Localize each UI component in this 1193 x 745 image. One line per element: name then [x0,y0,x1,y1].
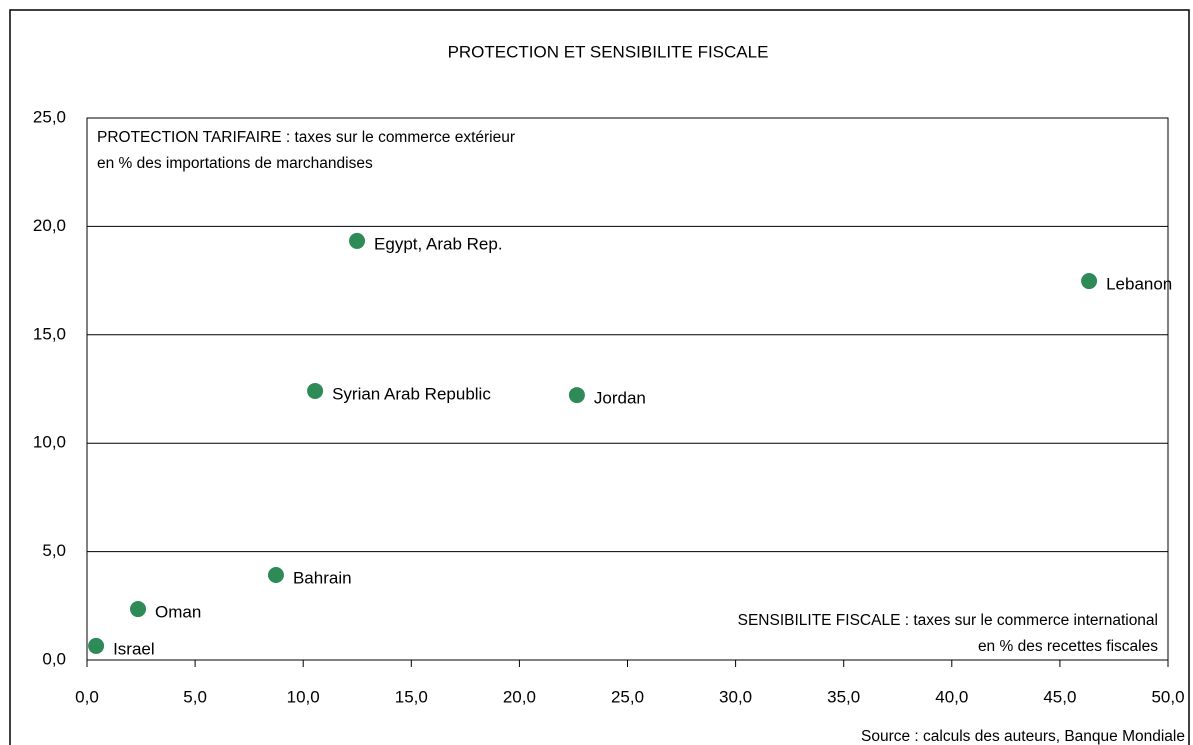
y-tick-label: 20,0 [33,216,66,235]
point [130,601,147,618]
point [267,567,284,584]
source: Source : calculs des auteurs, Banque Mon… [861,728,1185,745]
frame [9,9,1190,745]
y-tick-label: 25,0 [33,107,66,126]
point-label: Syrian Arab Republic [332,384,491,403]
y-tick-label: 15,0 [33,324,66,343]
x-tick-label: 35,0 [827,687,860,706]
point-label: Jordan [594,389,646,408]
x-axis-label: SENSIBILITE FISCALE : taxes sur le comme… [738,612,1158,629]
x-tick-label: 45,0 [1043,687,1076,706]
x-tick-label: 40,0 [935,687,968,706]
point [88,637,105,654]
x-tick-label: 25,0 [611,687,644,706]
x-tick-label: 20,0 [503,687,536,706]
x-tick-label: 50,0 [1151,687,1184,706]
x-axis-label: en % des recettes fiscales [978,638,1158,655]
point [349,232,366,249]
y-tick-label: 0,0 [42,649,66,668]
point-label: Lebanon [1106,275,1172,294]
point-label: Egypt, Arab Rep. [374,234,503,253]
x-tick-label: 0,0 [75,687,99,706]
point [568,387,585,404]
x-tick-label: 30,0 [719,687,752,706]
point-label: Israel [113,639,155,658]
x-tick-label: 5,0 [183,687,207,706]
y-tick-label: 5,0 [42,541,66,560]
point [1081,273,1098,290]
y-axis-label: en % des importations de marchandises [97,155,373,172]
point [307,382,324,399]
x-tick-label: 15,0 [395,687,428,706]
point-label: Bahrain [293,568,352,587]
y-axis-label: PROTECTION TARIFAIRE : taxes sur le comm… [97,129,515,146]
x-tick-label: 10,0 [287,687,320,706]
y-tick-label: 10,0 [33,433,66,452]
chart-title: PROTECTION ET SENSIBILITE FISCALE [448,42,769,61]
point-label: Oman [155,603,201,622]
